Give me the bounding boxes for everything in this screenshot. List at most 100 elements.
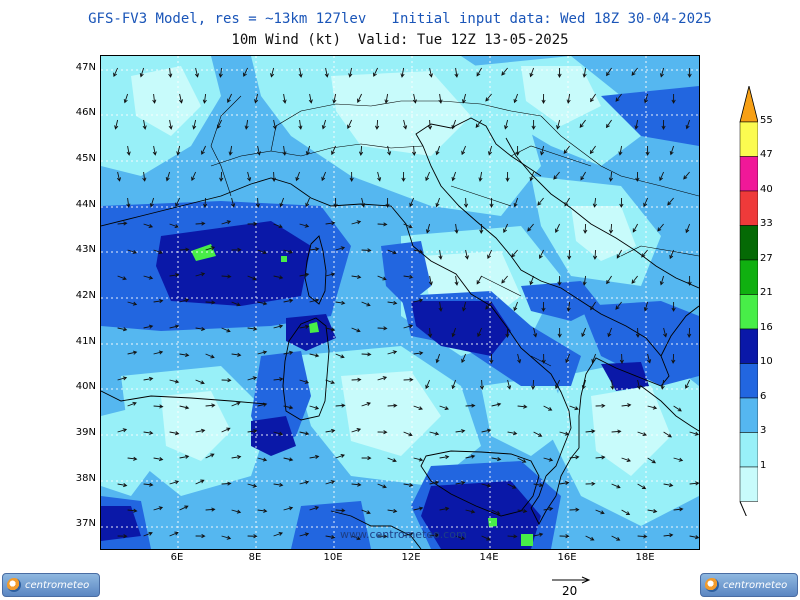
wind-arrow-icon [153,457,164,462]
wind-arrow-icon [619,197,624,208]
centrometeo-logo-left[interactable]: centrometeo [2,573,100,597]
wind-arrow-icon [373,67,379,77]
wind-arrow-icon [231,197,236,208]
wind-arrow-icon [513,93,519,104]
wind-arrow-icon [413,249,424,254]
wind-arrow-icon [357,93,363,103]
wind-arrow-icon [455,535,466,540]
wind-arrow-icon [476,275,482,285]
wind-arrow-icon [564,197,570,207]
wind-arrow-icon [439,506,450,511]
wind-arrow-icon [149,197,155,208]
wind-arrow-icon [295,171,301,182]
wind-arrow-icon [429,431,440,436]
wind-arrow-icon [403,223,413,229]
color-scale-segment [739,397,758,433]
wind-arrow-icon [243,67,249,77]
wind-arrow-icon [231,352,242,357]
wind-arrow-icon [179,505,189,511]
reference-vector-label: 20 [562,584,578,598]
wind-arrow-icon [451,327,457,338]
wind-arrow-icon [325,428,336,433]
wind-arrow-icon [569,405,579,411]
wind-arrow-icon [569,455,580,460]
wind-arrow-icon [637,431,647,437]
wind-arrow-icon [485,301,492,310]
wind-arrow-icon [335,454,345,459]
wind-arrow-icon [671,353,676,364]
wind-arrow-icon [615,301,622,310]
wind-arrow-icon [377,534,388,539]
color-scale-segment [739,156,758,192]
wind-arrow-icon [557,275,562,286]
wind-arrow-icon [481,483,492,488]
wind-arrow-icon [531,120,536,130]
wind-arrow-icon [557,67,562,78]
wind-arrow-icon [687,276,692,286]
wind-arrow-icon [461,93,467,104]
wind-arrow-icon [687,327,692,338]
centrometeo-logo-right[interactable]: centrometeo [700,573,798,597]
wind-arrow-icon [463,197,469,208]
wind-arrow-icon [143,324,154,329]
wind-arrow-icon [117,327,128,332]
color-scale-segment [739,259,758,295]
wind-arrow-icon [325,221,336,226]
wind-arrow-icon [139,67,145,78]
wind-arrow-icon [455,480,466,485]
wind-arrow-icon [153,299,164,304]
wind-arrow-icon [607,327,613,338]
wind-arrow-icon [309,454,320,459]
wind-arrow-icon [152,145,157,156]
wind-arrow-icon [387,300,398,305]
wind-arrow-icon [257,508,268,513]
wind-arrow-icon [351,220,362,225]
wind-arrow-icon [429,480,440,485]
wind-arrow-icon [153,506,164,511]
wind-arrow-icon [659,275,665,286]
wind-arrow-icon [507,431,518,436]
wind-arrow-icon [659,171,665,182]
wind-arrow-icon [464,249,469,260]
wind-arrow-icon [663,483,674,488]
wind-arrow-icon [247,483,258,488]
wind-arrow-icon [663,431,672,438]
wind-arrow-icon [205,353,215,359]
wind-arrow-icon [533,532,544,537]
wind-arrow-icon [465,454,476,459]
wind-arrow-icon [299,272,310,277]
wind-arrow-icon [592,197,597,208]
wind-arrow-icon [273,223,283,229]
wind-arrow-icon [175,197,181,208]
wind-arrow-icon [606,67,612,77]
wind-arrow-icon [557,327,562,338]
wind-arrow-icon [580,171,586,181]
wind-arrow-icon [611,429,622,434]
lat-label: 41N [75,336,96,347]
wind-arrow-icon [231,509,242,514]
wind-arrow-icon [615,93,622,102]
wind-arrow-icon [247,171,252,182]
wind-arrow-icon [142,171,147,182]
wind-arrow-icon [257,402,268,407]
wind-arrow-icon [231,247,242,252]
wind-arrow-icon [351,327,361,333]
wind-arrow-icon [435,145,441,156]
wind-arrow-icon [347,119,353,130]
wind-arrow-icon [643,197,649,208]
wind-arrow-icon [333,198,338,208]
wind-arrow-icon [491,402,502,407]
wind-arrow-icon [641,249,648,258]
wind-arrow-icon [491,509,501,515]
wind-arrow-icon [271,171,277,182]
wind-arrow-icon [377,326,388,331]
wind-arrow-icon [589,145,596,155]
wind-arrow-icon [273,431,284,436]
wind-arrow-icon [643,301,649,312]
wind-arrow-icon [567,249,572,260]
wind-arrow-icon [513,301,519,312]
wind-arrow-icon [247,326,258,331]
wind-arrow-icon [671,302,676,312]
wind-arrow-icon [116,171,122,182]
wind-arrow-icon [616,249,622,259]
